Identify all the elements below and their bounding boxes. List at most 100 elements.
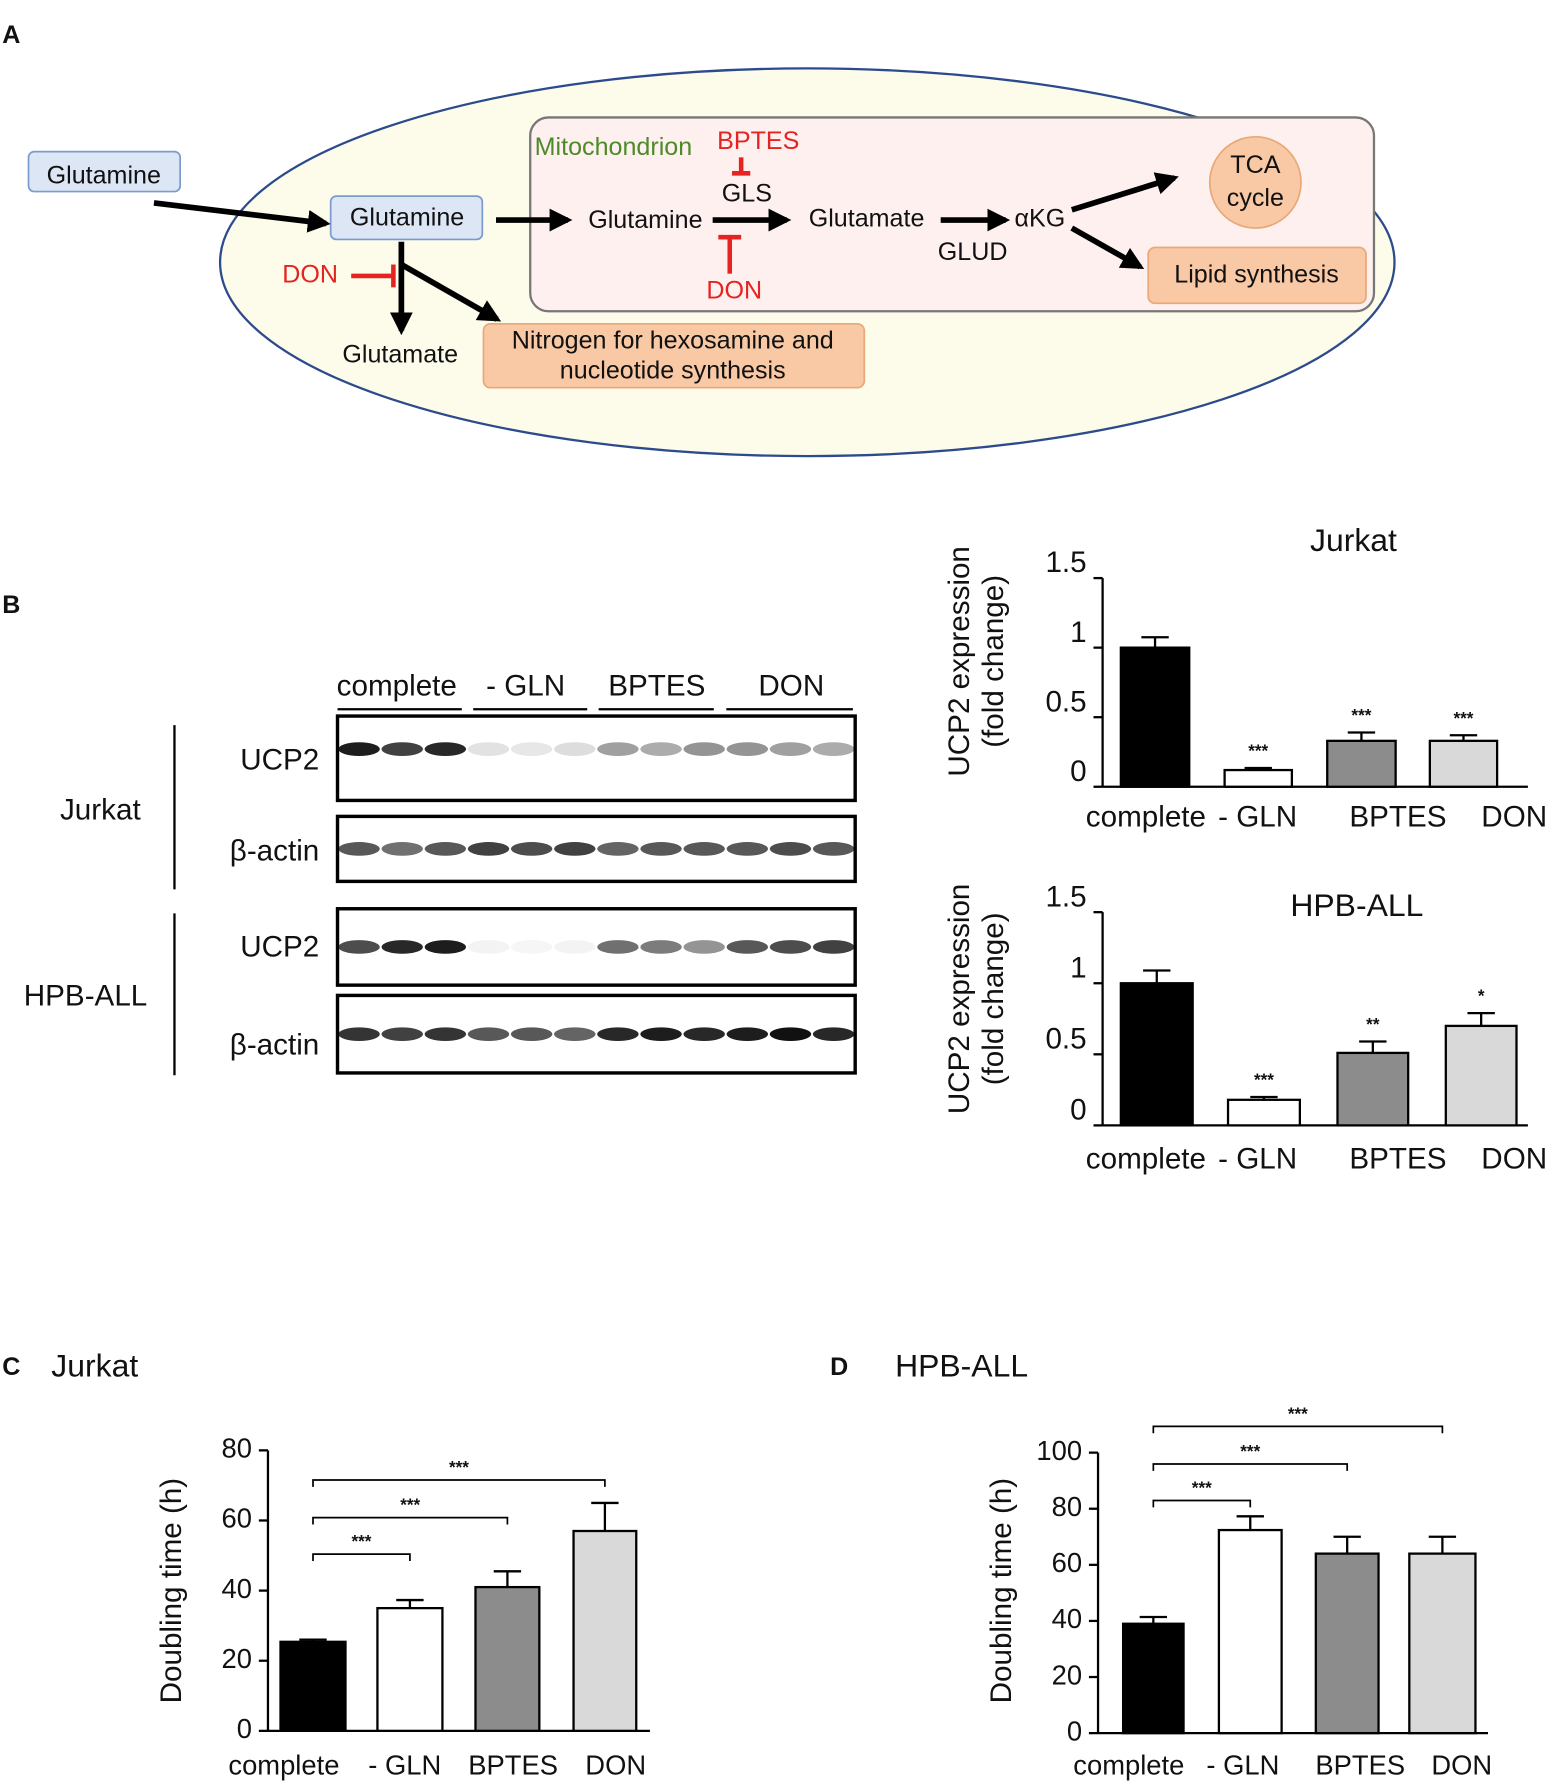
lane-label: DON xyxy=(758,669,824,702)
node-label: GLUD xyxy=(938,238,1008,266)
significance: *** xyxy=(1254,1071,1274,1090)
x-tick-label: DON xyxy=(1481,1143,1547,1176)
blot-frame xyxy=(335,714,857,803)
y-tick-label: 1.5 xyxy=(1045,880,1086,913)
y-tick-label: 0.5 xyxy=(1045,1022,1086,1055)
band xyxy=(510,1027,553,1042)
x-tick-label: complete xyxy=(228,1750,339,1781)
bar-chart: HPB-ALL UCP2 expression (fold change) 0 0.5 1… xyxy=(943,880,1547,1175)
band-label: β-actin xyxy=(230,1029,319,1062)
western-blot: complete - GLN BPTES DON Jurkat HPB-ALL … xyxy=(24,669,857,1076)
comparison-bracket xyxy=(1152,1425,1444,1434)
band xyxy=(640,1027,682,1042)
cell-line-label: HPB-ALL xyxy=(24,980,148,1013)
y-axis-label: Doubling time (h) xyxy=(985,1478,1018,1704)
x-tick-label: - GLN xyxy=(1218,1143,1297,1176)
band xyxy=(467,842,510,856)
bar xyxy=(1444,1024,1518,1127)
arrows xyxy=(153,172,1179,336)
y-tick-label: 0 xyxy=(1067,1715,1082,1746)
bar xyxy=(1314,1552,1380,1735)
blot-frame xyxy=(335,907,857,987)
lane-label: complete xyxy=(337,669,457,702)
node-box xyxy=(329,195,484,241)
node-box xyxy=(482,322,866,389)
band xyxy=(640,940,682,954)
x-tick-label: BPTES xyxy=(1315,1750,1405,1781)
x-tick-label: complete xyxy=(1086,801,1206,834)
band xyxy=(554,940,596,954)
band xyxy=(597,1027,639,1042)
bar-chart: Jurkat Doubling time (h) 0 20 40 60 80 complete… xyxy=(51,1348,650,1781)
band xyxy=(467,742,510,756)
band xyxy=(640,742,682,756)
band xyxy=(554,842,596,856)
y-tick-label: 0 xyxy=(1070,755,1086,788)
band xyxy=(812,1027,855,1042)
y-tick-label: 0 xyxy=(237,1713,252,1744)
comparison-label: *** xyxy=(1288,1405,1308,1424)
y-tick-label: 1 xyxy=(1070,616,1086,649)
band xyxy=(769,742,812,756)
arrow xyxy=(399,262,502,322)
node-label: Glutamate xyxy=(342,340,458,368)
y-axis-label: UCP2 expression xyxy=(943,546,976,777)
significance: *** xyxy=(1351,706,1371,725)
node-label: Lipid synthesis xyxy=(1174,261,1339,289)
band xyxy=(338,1027,380,1042)
y-tick-label: 1.5 xyxy=(1045,546,1086,579)
band xyxy=(812,742,855,756)
band xyxy=(769,940,812,954)
bar xyxy=(1428,739,1499,788)
band xyxy=(726,742,769,756)
significance: *** xyxy=(1248,742,1268,761)
node-label: Glutamine xyxy=(588,206,702,234)
node-label: Glutamine xyxy=(47,161,161,189)
band-label: UCP2 xyxy=(240,930,319,963)
y-tick-label: 60 xyxy=(1052,1547,1082,1578)
bar xyxy=(279,1640,347,1732)
node-label: BPTES xyxy=(717,127,799,155)
bar xyxy=(1119,982,1194,1127)
bar xyxy=(1217,1528,1283,1735)
chart-title: Jurkat xyxy=(1310,522,1397,558)
node-label: Glutamate xyxy=(809,205,925,233)
band xyxy=(424,940,467,954)
node-label: TCA xyxy=(1230,151,1280,179)
y-axis-label: (fold change) xyxy=(977,575,1010,748)
lane-underlines xyxy=(173,708,853,1076)
comparison-label: *** xyxy=(400,1496,420,1515)
band xyxy=(424,1027,467,1042)
band-label: UCP2 xyxy=(240,743,319,776)
y-tick-label: 40 xyxy=(1052,1603,1082,1634)
band xyxy=(812,940,855,954)
y-tick-label: 20 xyxy=(222,1643,252,1674)
node-box xyxy=(27,150,182,193)
bar xyxy=(1121,1622,1185,1735)
comparison-label: *** xyxy=(1240,1442,1260,1461)
node-label: cycle xyxy=(1227,184,1284,212)
band xyxy=(381,1027,423,1042)
node-label: Glutamine xyxy=(350,204,464,232)
x-tick-label: - GLN xyxy=(1218,801,1297,834)
bar-chart: Jurkat UCP2 expression (fold change) 0 0.5 1 1… xyxy=(943,522,1547,833)
significance: *** xyxy=(1453,709,1473,728)
band xyxy=(726,1027,769,1042)
node-label: GLS xyxy=(722,180,772,208)
x-tick-label: BPTES xyxy=(1349,1143,1446,1176)
band xyxy=(467,940,510,954)
band xyxy=(683,842,725,856)
band xyxy=(424,742,467,756)
band xyxy=(338,742,380,756)
y-tick-label: 0 xyxy=(1070,1094,1086,1127)
arrow xyxy=(1070,225,1145,270)
y-tick-label: 100 xyxy=(1036,1435,1082,1466)
band xyxy=(510,940,553,954)
panel-label: A xyxy=(2,21,20,49)
y-tick-label: 1 xyxy=(1070,951,1086,984)
y-axis-label: Doubling time (h) xyxy=(155,1478,188,1704)
lane-label: - GLN xyxy=(486,669,565,702)
x-tick-label: - GLN xyxy=(368,1750,441,1781)
